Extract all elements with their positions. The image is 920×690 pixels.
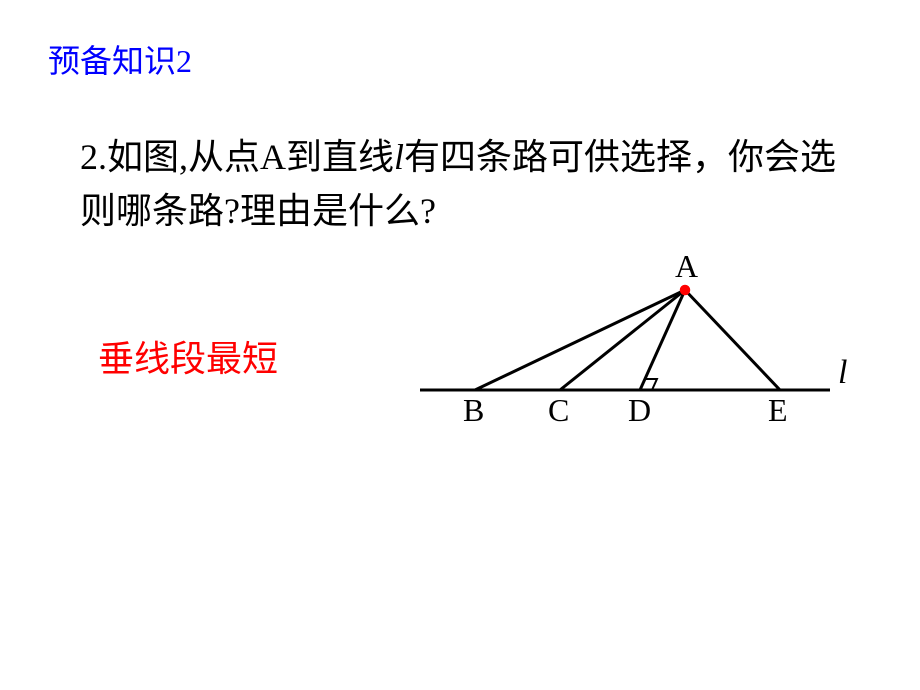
label-D: D (628, 392, 651, 429)
seg-AE (685, 290, 780, 390)
header-text: 预备知识2 (48, 43, 192, 79)
label-l: l (838, 354, 847, 392)
right-angle-marker (645, 379, 657, 390)
section-header: 预备知识2 (48, 36, 192, 82)
geometry-diagram: A l B C D E (400, 250, 880, 450)
label-C: C (548, 392, 569, 429)
label-E: E (768, 392, 788, 429)
seg-AD (640, 290, 685, 390)
answer-content: 垂线段最短 (98, 339, 278, 379)
question-text: 2.如图,从点A到直线l有四条路可供选择，你会选则哪条路?理由是什么? (80, 130, 870, 238)
question-prefix: 2.如图,从点A到直线 (80, 137, 394, 177)
question-l: l (394, 137, 404, 177)
label-A: A (675, 248, 698, 285)
label-B: B (463, 392, 484, 429)
answer-text: 垂线段最短 (98, 330, 278, 382)
point-A-dot (681, 286, 690, 295)
